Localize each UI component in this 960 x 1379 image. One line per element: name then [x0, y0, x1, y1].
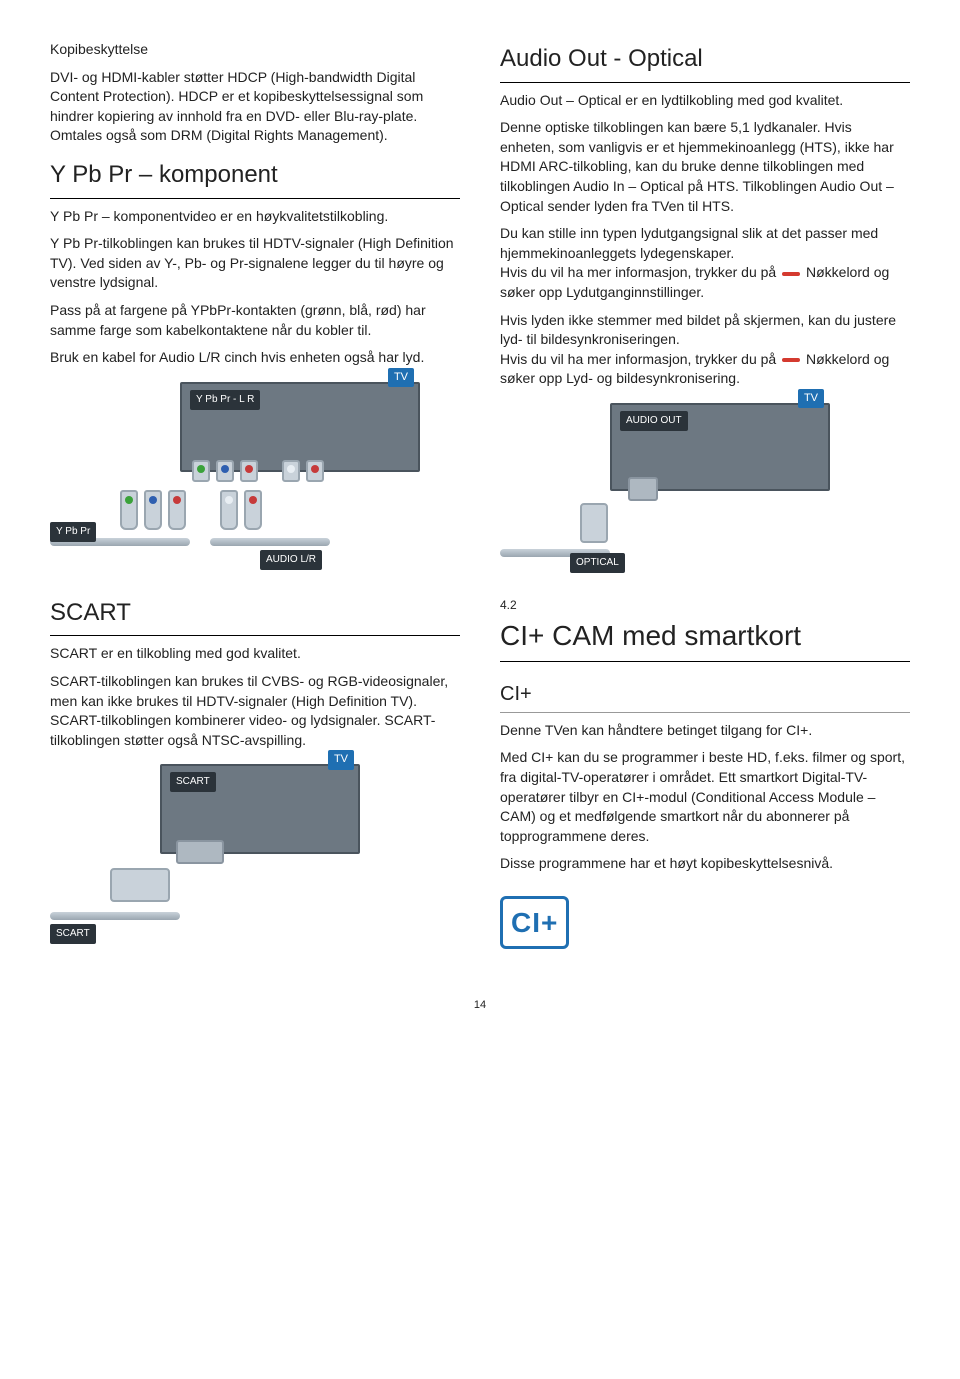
wire-right	[210, 538, 330, 546]
tv-badge: TV	[388, 368, 414, 387]
ci-p3: Disse programmene har et høyt kopibeskyt…	[500, 854, 910, 874]
page-number: 14	[50, 998, 910, 1013]
ci-subheading: CI+	[500, 680, 910, 713]
tv-panel: TV SCART	[160, 764, 360, 854]
audio-plugs	[220, 490, 262, 530]
keychip-icon	[782, 272, 800, 276]
audioout-p4: Hvis lyden ikke stemmer med bildet på sk…	[500, 311, 910, 389]
kopi-p1: DVI- og HDMI-kabler støtter HDCP (High-b…	[50, 68, 460, 146]
ypbpr-tag: Y Pb Pr	[50, 522, 96, 542]
scart-heading: SCART	[50, 596, 460, 637]
ci-title: CI+ CAM med smartkort	[500, 616, 910, 662]
audioout-p1: Audio Out – Optical er en lydtilkobling …	[500, 91, 910, 111]
ci-p2: Med CI+ kan du se programmer i beste HD,…	[500, 748, 910, 846]
ypbpr-p1: Y Pb Pr – komponentvideo er en høykvalit…	[50, 207, 460, 227]
tv-badge: TV	[328, 750, 354, 769]
audioout-heading: Audio Out - Optical	[500, 42, 910, 83]
ypbpr-ports	[192, 460, 258, 482]
port-label: SCART	[170, 772, 216, 792]
wire	[50, 912, 180, 920]
port-label: AUDIO OUT	[620, 411, 688, 431]
audio-ports	[282, 460, 324, 482]
audioout-diagram: TV AUDIO OUT OPTICAL	[500, 403, 910, 573]
scart-tag: SCART	[50, 924, 96, 944]
scart-jack	[176, 840, 224, 864]
optical-plug	[580, 503, 608, 543]
scart-p1: SCART er en tilkobling med god kvalitet.	[50, 644, 460, 664]
optical-tag: OPTICAL	[570, 553, 625, 573]
audioout-p2: Denne optiske tilkoblingen kan bære 5,1 …	[500, 118, 910, 216]
ypbpr-heading: Y Pb Pr – komponent	[50, 158, 460, 199]
ypbpr-plugs	[120, 490, 186, 530]
ypbpr-p2: Y Pb Pr-tilkoblingen kan brukes til HDTV…	[50, 234, 460, 293]
ypbpr-diagram: TV Y Pb Pr - L R	[50, 382, 460, 572]
ypbpr-p3: Pass på at fargene på YPbPr-kontakten (g…	[50, 301, 460, 340]
scart-plug	[110, 868, 170, 902]
tv-panel: TV Y Pb Pr - L R	[180, 382, 420, 472]
kopi-title: Kopibeskyttelse	[50, 40, 460, 60]
audioout-p3: Du kan stille inn typen lydutgangsignal …	[500, 224, 910, 302]
scart-p2: SCART-tilkoblingen kan brukes til CVBS- …	[50, 672, 460, 750]
scart-diagram: TV SCART SCART	[50, 764, 460, 944]
port-label: Y Pb Pr - L R	[190, 390, 260, 410]
ci-plus-logo: CI+	[500, 896, 569, 949]
tv-badge: TV	[798, 389, 824, 408]
ypbpr-p4: Bruk en kabel for Audio L/R cinch hvis e…	[50, 348, 460, 368]
audio-tag: AUDIO L/R	[260, 550, 322, 570]
optical-jack	[628, 477, 658, 501]
tv-panel: TV AUDIO OUT	[610, 403, 830, 491]
keychip-icon	[782, 358, 800, 362]
section-number: 4.2	[500, 597, 910, 614]
ci-p1: Denne TVen kan håndtere betinget tilgang…	[500, 721, 910, 741]
